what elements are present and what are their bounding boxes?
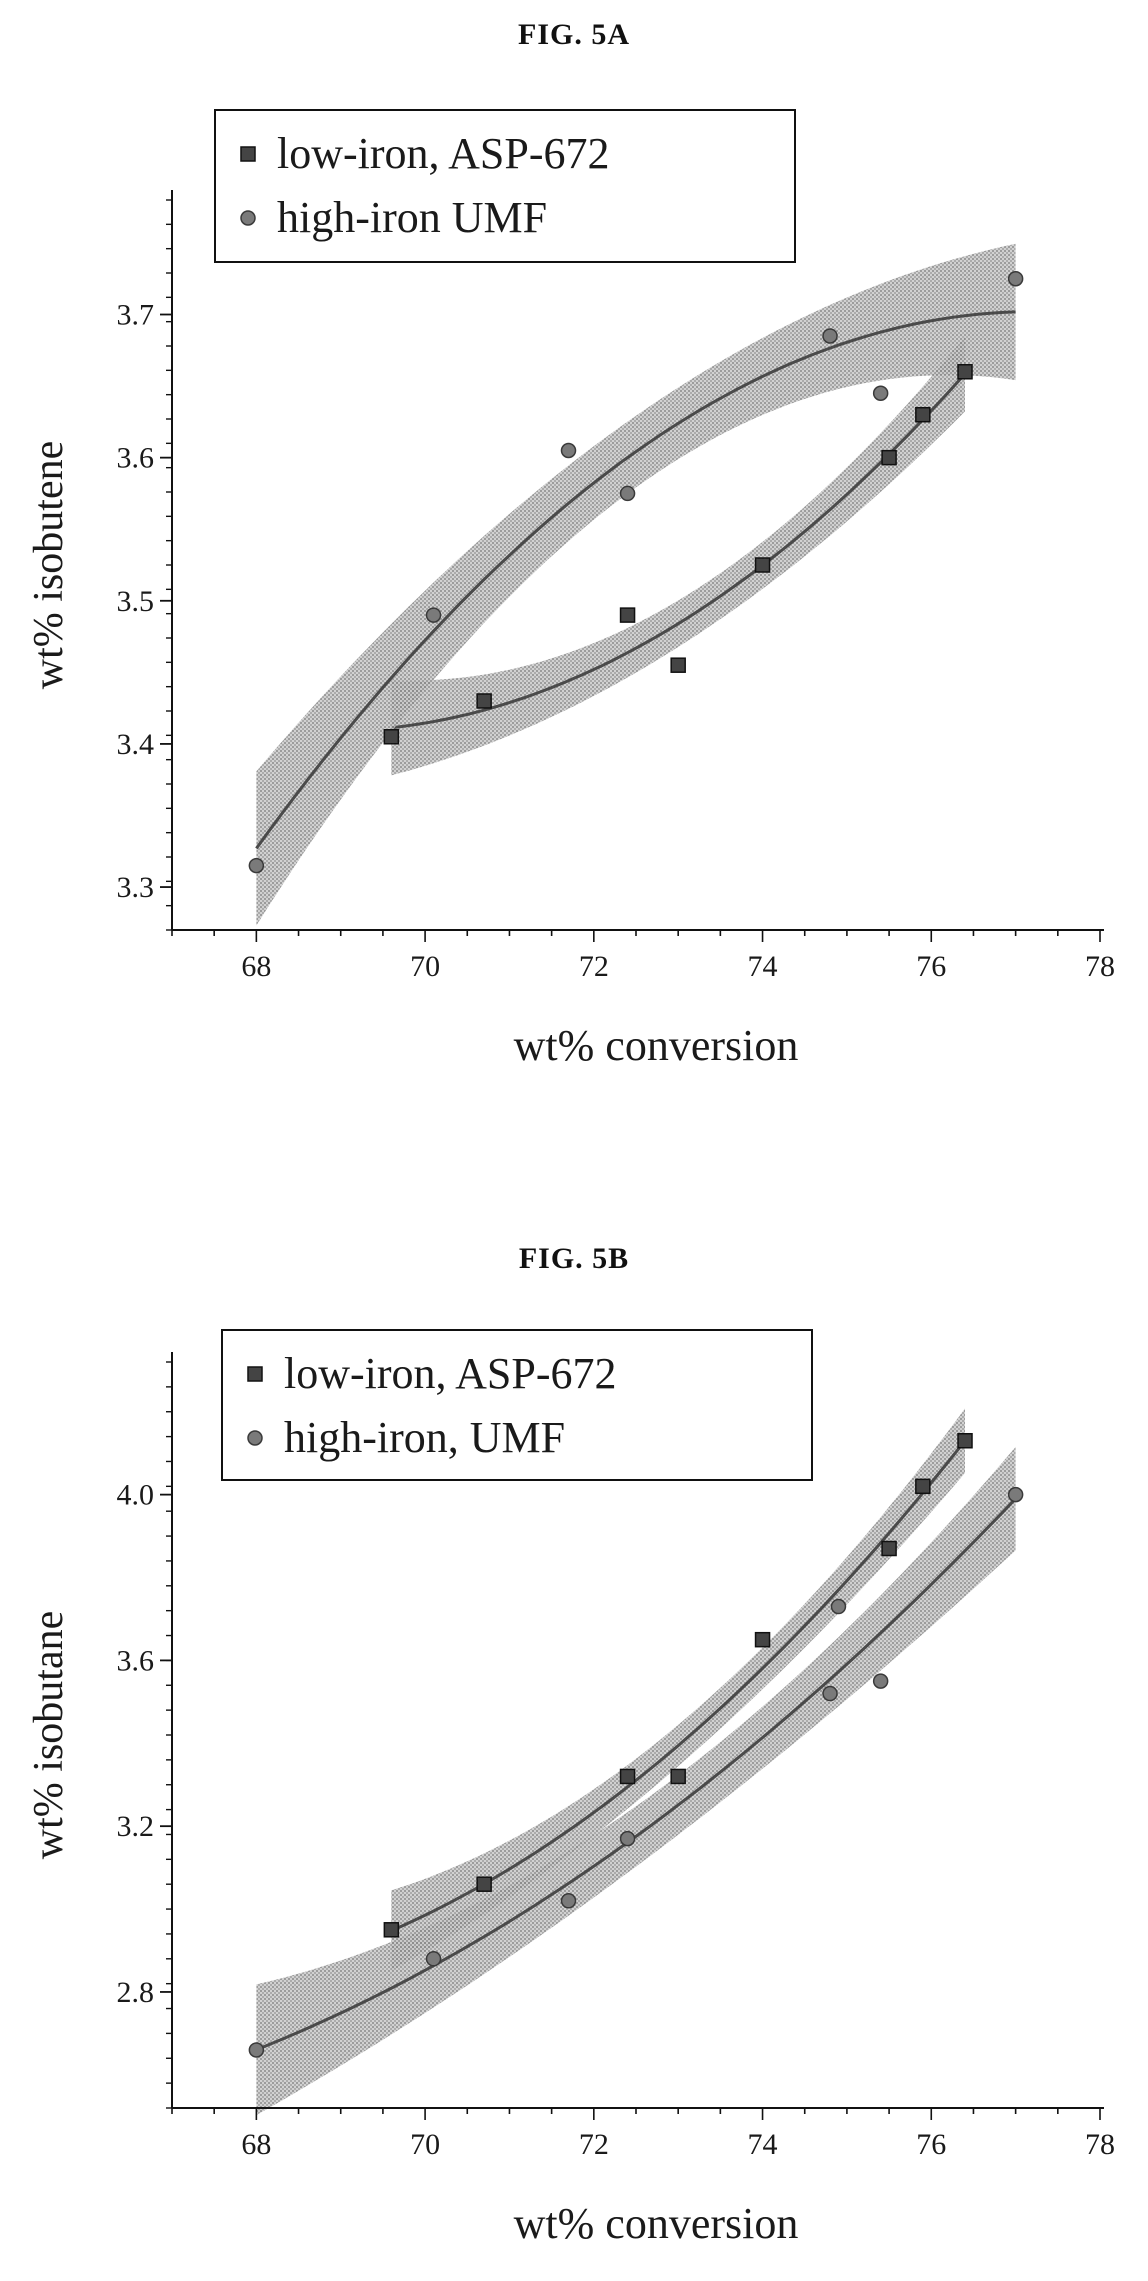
x-tick-label: 74	[748, 2128, 778, 2161]
data-point-low-iron	[957, 1432, 973, 1449]
data-point-high-iron	[560, 442, 577, 459]
y-tick-label: 2.8	[117, 1976, 155, 2009]
x-tick-label: 70	[410, 950, 440, 983]
x-tick-label: 78	[1085, 2128, 1115, 2161]
data-point-high-iron	[619, 1830, 636, 1847]
x-tick-label: 76	[916, 950, 946, 983]
data-point-low-iron	[881, 1540, 897, 1557]
y-tick-label: 3.6	[117, 442, 155, 475]
data-point-low-iron	[383, 729, 400, 745]
fit-line-high-iron	[255, 1497, 1017, 2052]
y-tick-label: 3.2	[117, 1810, 155, 1843]
legend-box	[221, 1329, 813, 1481]
legend-marker-square	[247, 1366, 263, 1382]
data-point-high-iron	[425, 1951, 442, 1967]
legend-marker-square	[240, 146, 256, 162]
figure-5a-title: FIG. 5A	[518, 18, 630, 51]
x-tick-label: 72	[579, 950, 609, 983]
x-axis-label: wt% conversion	[514, 2199, 799, 2248]
data-point-high-iron	[619, 485, 636, 502]
fit-line-low-iron	[391, 372, 967, 730]
chart-5a: 68 70 72 74 76 78 3.3 3.4 3.5 3.6 3.7 wt% conversio…	[26, 109, 1115, 1070]
x-tick-label: 78	[1085, 950, 1115, 983]
figure-5b-title: FIG. 5B	[518, 1242, 630, 1275]
y-tick-label: 3.6	[117, 1644, 155, 1677]
legend-label-high-iron: high-iron, UMF	[284, 1413, 565, 1462]
y-axis-label: wt% isobutane	[26, 1611, 72, 1859]
data-point-low-iron	[754, 557, 771, 573]
data-point-low-iron	[915, 1478, 931, 1495]
data-point-low-iron	[476, 693, 492, 709]
legend-label-low-iron: low-iron, ASP-672	[277, 129, 609, 178]
x-tick-label: 70	[410, 2128, 440, 2161]
data-point-low-iron	[383, 1922, 400, 1938]
data-point-high-iron	[248, 2042, 265, 2058]
x-tick-label: 68	[241, 950, 271, 983]
data-point-high-iron	[822, 328, 838, 344]
data-point-high-iron	[872, 1673, 889, 1689]
legend-marker-circle	[240, 210, 256, 226]
data-point-low-iron	[670, 657, 686, 673]
data-point-high-iron	[560, 1893, 577, 1909]
data-point-high-iron	[248, 857, 265, 874]
data-point-high-iron	[872, 385, 889, 401]
data-point-low-iron	[476, 1876, 492, 1892]
data-point-low-iron	[619, 1768, 636, 1785]
data-point-high-iron	[1007, 270, 1024, 287]
x-axis-label: wt% conversion	[514, 1021, 799, 1070]
data-point-high-iron	[425, 607, 442, 623]
data-point-high-iron	[822, 1685, 838, 1702]
y-tick-label: 3.7	[117, 299, 155, 332]
legend-marker-circle	[247, 1430, 263, 1446]
confidence-band-low-iron	[391, 1408, 965, 1971]
confidence-band-low-iron	[391, 336, 965, 776]
legend-box	[214, 109, 796, 263]
data-point-low-iron	[881, 449, 897, 466]
x-tick-label: 68	[241, 2128, 271, 2161]
data-point-low-iron	[957, 364, 973, 380]
data-point-low-iron	[619, 607, 636, 623]
fit-line-high-iron	[255, 310, 1016, 850]
data-point-high-iron	[830, 1598, 847, 1615]
x-tick-label: 76	[916, 2128, 946, 2161]
x-tick-label: 74	[748, 950, 778, 983]
legend-label-high-iron: high-iron UMF	[277, 193, 547, 242]
y-tick-label: 3.3	[117, 871, 155, 904]
y-tick-label: 3.4	[117, 728, 155, 761]
data-point-low-iron	[915, 406, 931, 423]
data-point-low-iron	[670, 1768, 686, 1785]
data-point-low-iron	[754, 1631, 771, 1648]
y-tick-label: 3.5	[117, 585, 155, 618]
y-axis-label: wt% isobutene	[26, 441, 72, 689]
x-tick-label: 72	[579, 2128, 609, 2161]
data-point-high-iron	[1007, 1486, 1024, 1503]
confidence-band-high-iron	[256, 1446, 1016, 2116]
chart-5b: 68 70 72 74 76 78 2.8 3.2 3.6 4.0 wt% conversion wt…	[26, 1329, 1115, 2248]
legend-label-low-iron: low-iron, ASP-672	[284, 1349, 616, 1398]
confidence-band-high-iron	[256, 243, 1016, 926]
y-tick-label: 4.0	[117, 1479, 155, 1512]
